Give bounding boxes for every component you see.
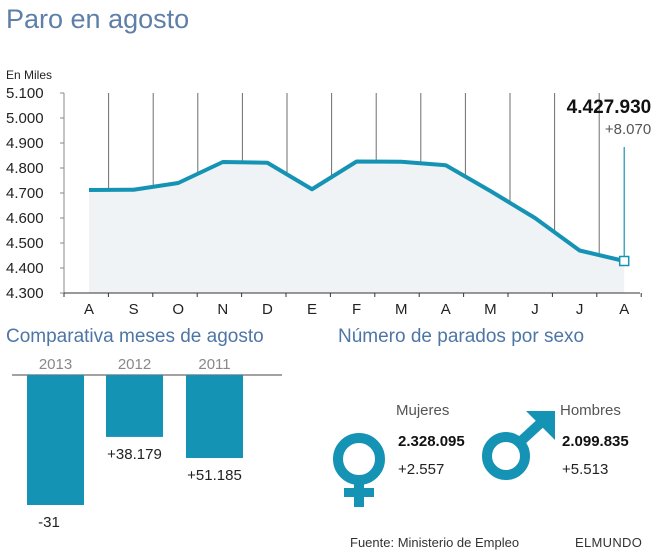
hombres-label: Hombres	[560, 402, 621, 419]
line-chart: 5.100 5.000 4.900 4.800 4.700 4.600 4.500 4.400…	[6, 85, 642, 318]
bar-value-label: +51.185	[187, 467, 242, 484]
x-tick-label: J	[531, 301, 539, 318]
hombres-value: 2.099.835	[562, 433, 629, 450]
y-tick-label: 4.900	[6, 135, 44, 152]
x-tick-label: A	[441, 301, 451, 318]
x-tick-label: A	[619, 301, 629, 318]
last-change-annotation: +8.070	[604, 121, 652, 138]
bar-value-label: +38.179	[107, 446, 162, 463]
y-tick-label: 5.000	[6, 110, 44, 127]
x-tick-label: E	[307, 301, 317, 318]
bar	[106, 375, 163, 437]
x-tick-label: M	[484, 301, 497, 318]
area-fill	[89, 161, 625, 293]
y-tick-label: 4.700	[6, 185, 44, 202]
bar-value-label: -31	[38, 514, 60, 531]
y-tick-label: 4.500	[6, 235, 44, 252]
bar-category-label: 2012	[118, 356, 151, 373]
mujeres-label: Mujeres	[396, 402, 450, 419]
source-note: Fuente: Ministerio de Empleo	[350, 535, 520, 550]
x-tick-label: S	[129, 301, 139, 318]
x-tick-label: D	[262, 301, 273, 318]
bar-category-label: 2011	[198, 356, 230, 373]
brand-logo: ELMUNDO	[575, 535, 643, 550]
y-tick-label: 4.400	[6, 260, 44, 277]
mujeres-value: 2.328.095	[398, 433, 465, 450]
y-tick-label: 4.600	[6, 210, 44, 227]
x-tick-label: M	[395, 301, 408, 318]
mujeres-change: +2.557	[398, 461, 445, 478]
x-tick-label: O	[172, 301, 184, 318]
hombres-change: +5.513	[562, 461, 609, 478]
x-tick-label: A	[84, 301, 94, 318]
y-tick-label: 5.100	[6, 85, 44, 102]
last-value-annotation: 4.427.930	[566, 97, 652, 118]
sexo-title: Número de parados por sexo	[338, 326, 585, 347]
x-tick-label: F	[352, 301, 361, 318]
bar	[27, 375, 84, 505]
series-line	[88, 159, 625, 263]
bar-category-label: 2013	[39, 356, 72, 373]
page-title: Paro en agosto	[6, 4, 190, 34]
y-axis-unit-label: En Miles	[6, 68, 53, 82]
last-point-marker	[618, 255, 630, 267]
comparativa-title: Comparativa meses de agosto	[6, 326, 264, 347]
bar	[186, 375, 243, 458]
x-tick-label: J	[576, 301, 584, 318]
y-tick-label: 4.800	[6, 160, 44, 177]
x-tick-label: N	[217, 301, 228, 318]
y-tick-label: 4.300	[6, 285, 44, 302]
